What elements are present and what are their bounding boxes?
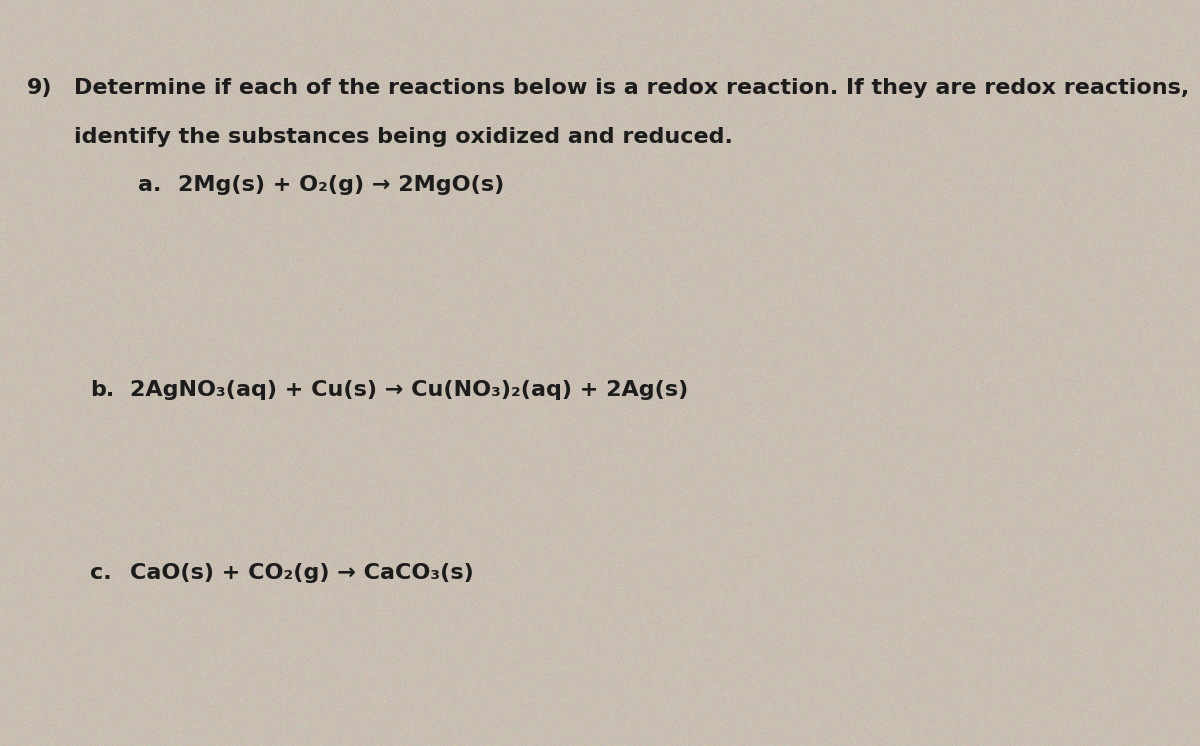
Text: identify the substances being oxidized and reduced.: identify the substances being oxidized a… <box>74 127 733 147</box>
Text: CaO(s) + CO₂(g) → CaCO₃(s): CaO(s) + CO₂(g) → CaCO₃(s) <box>130 563 473 583</box>
Text: a.: a. <box>138 175 161 195</box>
Text: c.: c. <box>90 563 112 583</box>
Text: 2Mg(s) + O₂(g) → 2MgO(s): 2Mg(s) + O₂(g) → 2MgO(s) <box>178 175 504 195</box>
Text: 2AgNO₃(aq) + Cu(s) → Cu(NO₃)₂(aq) + 2Ag(s): 2AgNO₃(aq) + Cu(s) → Cu(NO₃)₂(aq) + 2Ag(… <box>130 380 688 401</box>
Text: Determine if each of the reactions below is a redox reaction. If they are redox : Determine if each of the reactions below… <box>74 78 1189 98</box>
Text: b.: b. <box>90 380 114 401</box>
Text: 9): 9) <box>26 78 52 98</box>
